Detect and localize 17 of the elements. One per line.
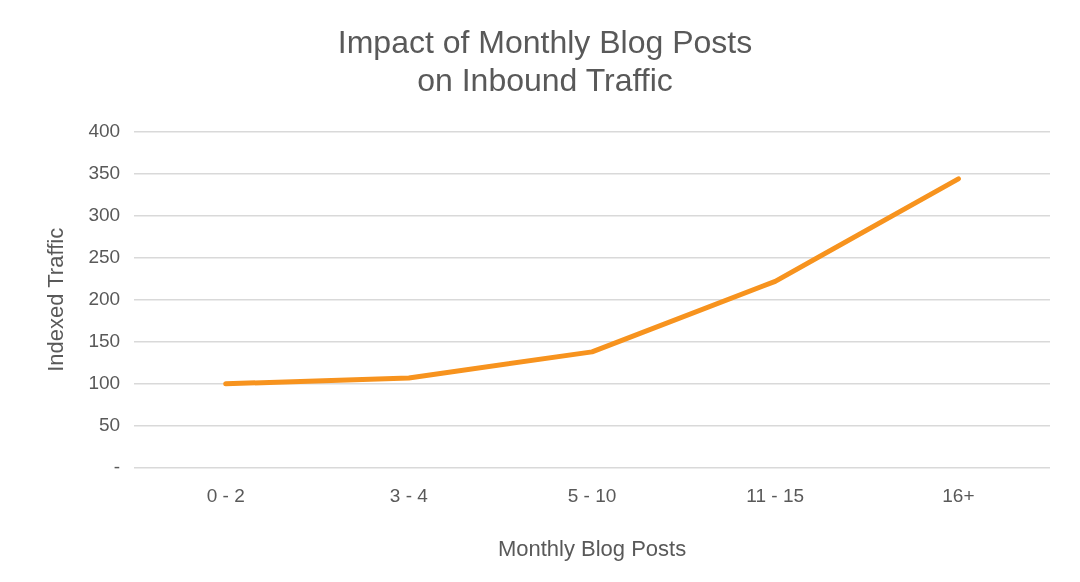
- x-tick-label: 11 - 15: [746, 485, 805, 507]
- x-tick-label: 3 - 4: [389, 485, 429, 507]
- y-tick-label: 150: [88, 330, 121, 352]
- y-tick-label: 250: [88, 246, 121, 268]
- y-tick-label: -: [113, 456, 121, 478]
- x-tick-label: 5 - 10: [567, 485, 617, 507]
- y-tick-label: 400: [88, 120, 121, 142]
- x-tick-label: 0 - 2: [206, 485, 245, 507]
- y-tick-label: 100: [88, 372, 121, 394]
- y-tick-label: 50: [98, 414, 121, 436]
- chart-title: Impact of Monthly Blog Posts on Inbound Traffic: [337, 24, 753, 99]
- x-axis-title: Monthly Blog Posts: [497, 535, 687, 561]
- y-tick-label: 300: [88, 204, 121, 226]
- y-tick-label: 200: [88, 288, 121, 310]
- y-axis-title: Indexed Traffic: [43, 227, 69, 372]
- y-tick-label: 350: [88, 162, 121, 184]
- x-tick-label: 16+: [942, 485, 975, 507]
